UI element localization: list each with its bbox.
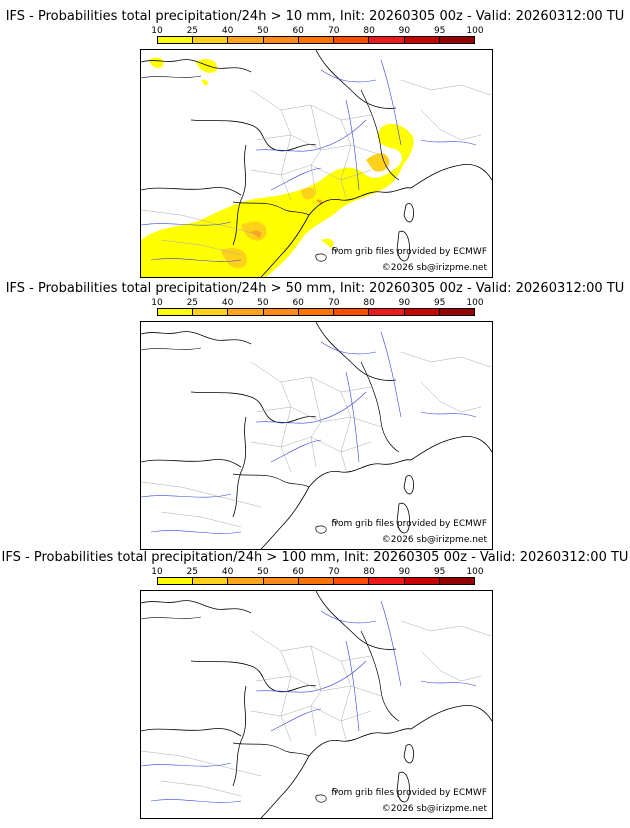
data-source-credit: from grib files provided by ECMWF xyxy=(331,519,487,529)
scale-tick: 50 xyxy=(257,26,269,36)
scale-swatch xyxy=(263,578,299,584)
scale-tick: 80 xyxy=(363,26,375,36)
copyright-text: ©2026 sb@irizpme.net xyxy=(381,263,487,273)
precipitation-map: from grib files provided by ECMWF ©2026 … xyxy=(140,590,493,819)
scale-swatch xyxy=(158,578,194,584)
scale-swatch xyxy=(439,309,474,315)
scale-tick: 40 xyxy=(221,567,234,577)
precip-prob-areas xyxy=(141,57,414,277)
precipitation-map: from grib files provided by ECMWF ©2026 … xyxy=(140,49,493,278)
scale-tick: 60 xyxy=(292,567,304,577)
data-source-credit: from grib files provided by ECMWF xyxy=(331,788,487,798)
scale-tick: 90 xyxy=(398,567,411,577)
scale-tick: 10 xyxy=(151,298,163,308)
copyright-text: ©2026 sb@irizpme.net xyxy=(381,804,487,814)
scale-swatch xyxy=(193,309,229,315)
panel-title: IFS - Probabilities total precipitation/… xyxy=(5,281,625,296)
precipitation-map: from grib files provided by ECMWF ©2026 … xyxy=(140,321,493,550)
scale-swatch xyxy=(298,37,335,43)
scale-tick: 70 xyxy=(328,26,340,36)
scale-swatch xyxy=(404,578,440,584)
color-scale-ticks: 10 25 40 50 60 70 80 90 95 100 xyxy=(151,298,483,308)
scale-tick: 70 xyxy=(328,567,340,577)
scale-tick: 70 xyxy=(328,298,340,308)
color-scale-bar xyxy=(157,308,475,316)
scale-tick: 40 xyxy=(221,26,234,36)
scale-swatch xyxy=(228,578,264,584)
scale-tick: 40 xyxy=(221,298,234,308)
scale-tick: 95 xyxy=(433,567,446,577)
scale-swatch xyxy=(404,309,440,315)
scale-tick: 100 xyxy=(466,298,484,308)
scale-tick: 25 xyxy=(186,26,199,36)
panel-title: IFS - Probabilities total precipitation/… xyxy=(5,9,625,24)
scale-swatch xyxy=(158,309,194,315)
scale-tick: 10 xyxy=(151,26,163,36)
scale-swatch xyxy=(228,309,264,315)
color-scale-bar xyxy=(157,577,475,585)
scale-swatch xyxy=(263,309,299,315)
scale-tick: 100 xyxy=(466,26,484,36)
scale-swatch xyxy=(298,309,335,315)
scale-tick: 95 xyxy=(433,298,446,308)
map-canvas xyxy=(141,591,492,818)
panel-title: IFS - Probabilities total precipitation/… xyxy=(1,550,629,565)
scale-tick: 50 xyxy=(257,567,269,577)
data-source-credit: from grib files provided by ECMWF xyxy=(331,247,487,257)
map-panel-100mm: IFS - Probabilities total precipitation/… xyxy=(0,541,630,819)
scale-tick: 25 xyxy=(186,567,199,577)
scale-swatch xyxy=(334,37,370,43)
scale-swatch xyxy=(369,37,405,43)
scale-swatch xyxy=(334,309,370,315)
scale-tick: 80 xyxy=(363,567,375,577)
color-scale-ticks: 10 25 40 50 60 70 80 90 95 100 xyxy=(151,567,483,577)
scale-swatch xyxy=(193,37,229,43)
color-scale-ticks: 10 25 40 50 60 70 80 90 95 100 xyxy=(151,26,483,36)
scale-tick: 10 xyxy=(151,567,163,577)
map-canvas xyxy=(141,50,492,277)
scale-tick: 100 xyxy=(466,567,484,577)
scale-tick: 50 xyxy=(257,298,269,308)
scale-swatch xyxy=(369,578,405,584)
scale-swatch xyxy=(439,37,474,43)
color-scale-bar xyxy=(157,36,475,44)
map-panel-50mm: IFS - Probabilities total precipitation/… xyxy=(0,272,630,550)
scale-tick: 60 xyxy=(292,298,304,308)
scale-swatch xyxy=(263,37,299,43)
scale-tick: 90 xyxy=(398,26,411,36)
scale-swatch xyxy=(193,578,229,584)
scale-tick: 90 xyxy=(398,298,411,308)
scale-tick: 25 xyxy=(186,298,199,308)
scale-swatch xyxy=(298,578,335,584)
scale-swatch xyxy=(158,37,194,43)
scale-swatch xyxy=(439,578,474,584)
scale-tick: 80 xyxy=(363,298,375,308)
scale-tick: 60 xyxy=(292,26,304,36)
scale-swatch xyxy=(369,309,405,315)
scale-swatch xyxy=(404,37,440,43)
scale-swatch xyxy=(228,37,264,43)
copyright-text: ©2026 sb@irizpme.net xyxy=(381,535,487,545)
map-canvas xyxy=(141,322,492,549)
map-panel-10mm: IFS - Probabilities total precipitation/… xyxy=(0,0,630,278)
scale-tick: 95 xyxy=(433,26,446,36)
scale-swatch xyxy=(334,578,370,584)
